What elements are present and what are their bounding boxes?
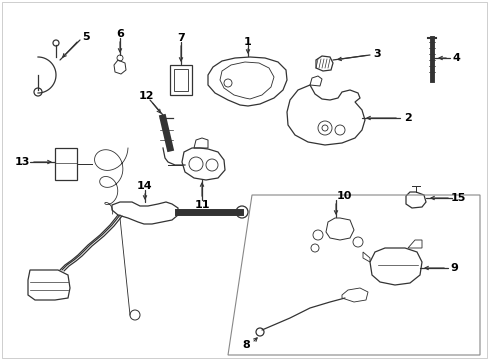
Text: 2: 2 <box>403 113 411 123</box>
Text: 13: 13 <box>14 157 30 167</box>
Text: 11: 11 <box>194 200 209 210</box>
Bar <box>170 65 192 95</box>
Text: 10: 10 <box>336 191 351 201</box>
Text: 8: 8 <box>242 340 249 350</box>
Bar <box>55 148 77 180</box>
Text: 14: 14 <box>137 181 153 191</box>
Text: 15: 15 <box>449 193 465 203</box>
Text: 12: 12 <box>138 91 153 101</box>
Text: 1: 1 <box>244 37 251 47</box>
Text: 5: 5 <box>82 32 90 42</box>
Text: 3: 3 <box>372 49 380 59</box>
Text: 9: 9 <box>449 263 457 273</box>
Bar <box>174 69 187 91</box>
Text: 4: 4 <box>451 53 459 63</box>
Text: 6: 6 <box>116 29 123 39</box>
Text: 7: 7 <box>177 33 184 43</box>
